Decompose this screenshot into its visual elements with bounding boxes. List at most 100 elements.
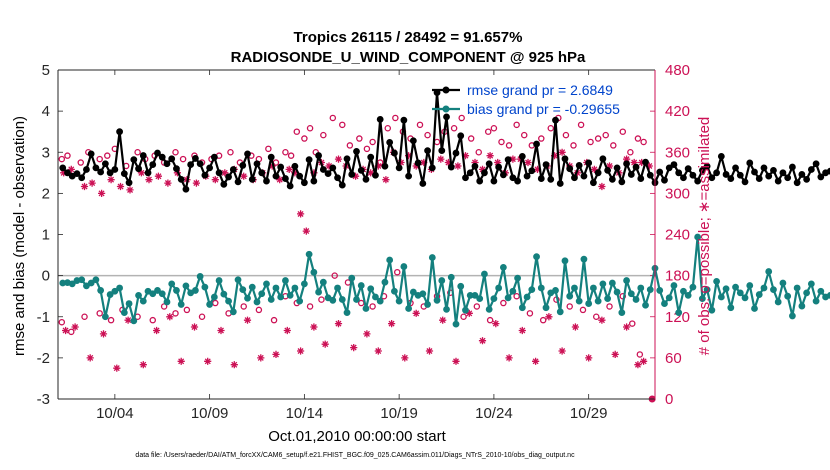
rmse-point [315,152,322,159]
rmse-point [670,161,678,168]
rmse-point [623,160,630,168]
rmse-point [703,162,711,170]
y-left-tick-label: -1 [37,309,50,326]
bias-point [244,294,251,302]
obs-assimilated-point [230,361,238,369]
bias-point [282,277,289,284]
rmse-point [774,177,782,185]
obs-possible-point [460,313,467,320]
rmse-point [135,165,142,173]
bias-point [722,285,730,293]
rmse-point [253,160,261,168]
obs-possible-point [450,125,458,132]
bias-point [618,309,626,317]
obs-possible-point [393,268,401,276]
obs-possible-point [172,148,179,156]
bias-point [504,294,512,302]
y-right-tick-label: 120 [665,309,690,326]
y-right-tick-label: 480 [665,62,690,79]
obs-possible-point [270,316,278,324]
bias-point [452,320,460,328]
bias-point [305,250,313,258]
obs-assimilated-point [276,176,284,184]
obs-assimilated-point [465,309,473,317]
obs-assimilated-point [454,162,462,170]
bias-point [300,280,308,288]
rmse-point [684,165,692,173]
obs-possible-point [490,125,498,132]
rmse-point [267,153,275,161]
obs-assimilated-point [412,162,420,170]
obs-assimilated-point [439,316,447,324]
obs-assimilated-point [478,165,487,173]
bias-point [665,294,673,302]
obs-possible-point [475,148,482,156]
legend-marker-rmse [442,86,450,94]
bias-point [357,282,365,289]
obs-assimilated-point [166,313,174,321]
bias-point [220,290,228,298]
bias-point [68,280,76,288]
bias-point [201,283,209,291]
rmse-point [755,175,763,182]
rmse-point [239,162,247,169]
obs-assimilated-point [532,357,540,365]
bias-point [135,291,142,299]
data-file-footer: data file: /Users/raeder/DAI/ATM_forcXX/… [135,452,575,459]
rmse-point [414,159,422,167]
rmse-point [149,161,157,168]
obs-possible-point [592,313,600,320]
bias-point [234,276,242,284]
obs-assimilated-point [590,165,598,173]
rmse-point [518,152,526,160]
rmse-point [732,164,739,172]
rmse-point [201,171,209,179]
obs-assimilated-point [204,357,212,365]
bias-point [642,301,649,309]
bias-point [116,284,123,292]
rmse-point [168,155,176,163]
obs-possible-point [498,138,505,146]
bias-point [125,300,133,307]
bias-point [637,284,645,292]
obs-possible-point [619,128,627,135]
obs-assimilated-point [645,162,653,170]
rmse-point [784,174,792,182]
rmse-point [751,168,758,176]
bias-point [353,296,360,303]
bias-point [296,297,304,305]
rmse-point [296,172,304,180]
obs-assimilated-point [509,155,517,163]
bias-point [784,292,792,300]
obs-assimilated-point [533,165,542,173]
obs-possible-point [356,135,363,142]
obs-assimilated-point [623,323,631,331]
obs-assimilated-point [598,182,606,191]
obs-assimilated-point [558,347,566,355]
obs-possible-point [384,125,392,132]
obs-possible-point [160,303,168,310]
bias-point [741,294,749,302]
rmse-point [476,177,484,185]
rmse-point [523,172,531,180]
rmse-point [680,174,687,182]
bias-point [708,306,716,314]
rmse-point [566,165,574,173]
bias-point [770,286,777,294]
y-left-tick-label: 4 [42,103,50,120]
obs-assimilated-point [325,162,333,170]
bias-point [196,273,204,280]
rmse-point [803,175,811,183]
rmse-point [599,155,607,163]
rmse-point [101,160,109,168]
rmse-point [613,164,621,172]
rmse-point [338,181,346,189]
rmse-point [741,178,749,186]
bias-point [101,313,109,321]
rmse-point [215,169,223,177]
rmse-point [447,163,455,171]
bias-point [556,308,564,316]
legend-marker-bias [442,105,450,113]
obs-assimilated-point [126,186,134,194]
rmse-point [580,172,588,180]
